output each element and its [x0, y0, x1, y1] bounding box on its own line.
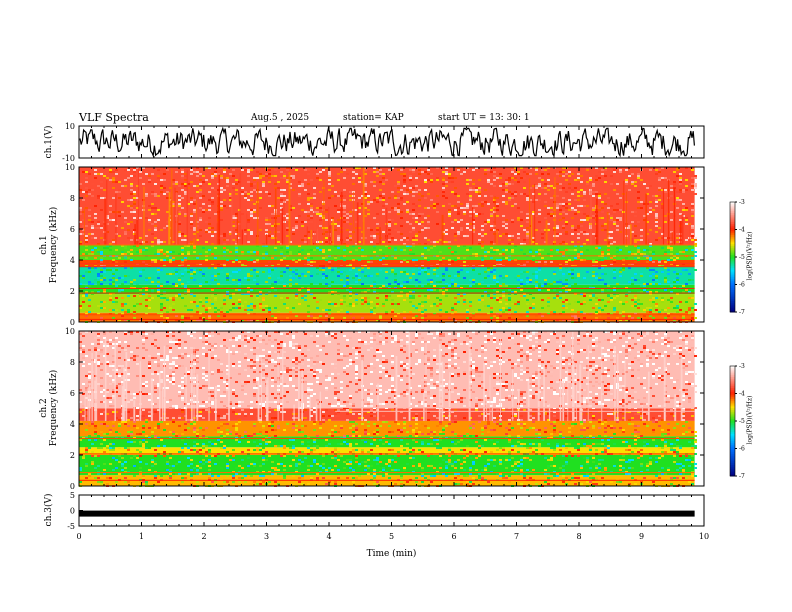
ch2-ytick-label: 8 — [70, 358, 75, 367]
ch2-ytick-label: 4 — [70, 420, 75, 429]
ch1-spectrogram-ylabel: ch.1 Frequency (kHz) — [39, 207, 59, 284]
ch3-waveform-ylabel: ch.3(V) — [44, 493, 54, 527]
x-tick-label: 6 — [451, 532, 456, 541]
ch1-band — [79, 312, 695, 322]
ch1-colorbar — [729, 201, 737, 313]
ch1-colorbar-tick-label: -6 — [739, 282, 745, 289]
station-label: station= KAP — [343, 113, 404, 123]
ch1-waveform-line — [79, 126, 695, 158]
ch2-ytick-label: 6 — [70, 389, 75, 398]
ch3-ytick-label: 0 — [70, 507, 75, 516]
x-tick-label: 9 — [639, 532, 644, 541]
x-tick-label: 8 — [576, 532, 581, 541]
ch1-band — [79, 284, 695, 295]
x-tick-label: 7 — [514, 532, 519, 541]
ch2-colorbar-tick-label: -7 — [739, 473, 745, 480]
ch3-ytick-label: 5 — [70, 491, 75, 500]
ch1-channel-label: ch.1 — [39, 235, 49, 255]
x-tick-label: 3 — [264, 532, 269, 541]
ch2-colorbar — [729, 365, 737, 477]
ch2-colorbar-tick-label: -6 — [739, 446, 745, 453]
date-label: Aug.5 , 2025 — [251, 113, 310, 123]
ch2-ytick-label: 0 — [70, 482, 75, 491]
ch1-waveform-ylabel: ch.1(V) — [44, 125, 54, 159]
ch1-ytick-label: 8 — [70, 194, 75, 203]
ch2-spectrogram — [78, 330, 705, 487]
ch1-ytick-label: 2 — [70, 287, 75, 296]
ch1-colorbar-tick-label: -5 — [739, 254, 745, 261]
ch1-colorbar-tick-label: -7 — [739, 309, 745, 316]
ch2-band — [79, 420, 695, 437]
x-tick-label: 10 — [699, 532, 709, 541]
start-time-label: start UT = 13: 30: 1 — [438, 113, 530, 123]
x-axis-label: Time (min) — [367, 548, 417, 559]
ch2-band — [79, 447, 695, 455]
ch1-ytick-label: 6 — [70, 225, 75, 234]
ch1-ytick-label: 10 — [65, 163, 75, 172]
ch2-colorbar-tick-label: -3 — [739, 363, 745, 370]
x-tick-label: 4 — [326, 532, 331, 541]
ch1-spectrogram — [78, 166, 705, 323]
ch1-ytick-label: -10 — [62, 154, 75, 163]
ch2-spectrogram-ylabel: ch.2 Frequency (kHz) — [39, 370, 59, 447]
ch3-waveform-line — [79, 510, 695, 517]
x-tick-label: 1 — [139, 532, 144, 541]
x-tick-label: 0 — [76, 532, 81, 541]
ch2-frequency-label: Frequency (kHz) — [49, 369, 59, 447]
x-tick-label: 2 — [201, 532, 206, 541]
ch1-colorbar-tick-label: -4 — [739, 227, 745, 234]
ch1-ytick-label: 10 — [65, 122, 75, 131]
ch1-ytick-label: 4 — [70, 256, 75, 265]
ch1-colorbar-tick-label: -3 — [739, 199, 745, 206]
x-tick-label: 5 — [389, 532, 394, 541]
ch2-channel-label: ch.2 — [39, 398, 49, 418]
chart-title: VLF Spectra — [79, 111, 149, 124]
ch2-ytick-label: 2 — [70, 451, 75, 460]
colorbar1-label: log(PSD)(V²/Hz) — [746, 231, 754, 281]
ch1-frequency-label: Frequency (kHz) — [49, 206, 59, 284]
ch3-ytick-label: -5 — [67, 522, 75, 531]
ch2-colorbar-tick-label: -4 — [739, 391, 745, 398]
ch3-waveform-frame — [78, 494, 705, 527]
ch2-band — [79, 408, 695, 421]
colorbar2-label: log(PSD)(V²/Hz) — [746, 395, 754, 445]
ch2-colorbar-tick-label: -5 — [739, 418, 745, 425]
ch2-ytick-label: 10 — [65, 327, 75, 336]
ch1-ytick-label: 0 — [70, 318, 75, 327]
